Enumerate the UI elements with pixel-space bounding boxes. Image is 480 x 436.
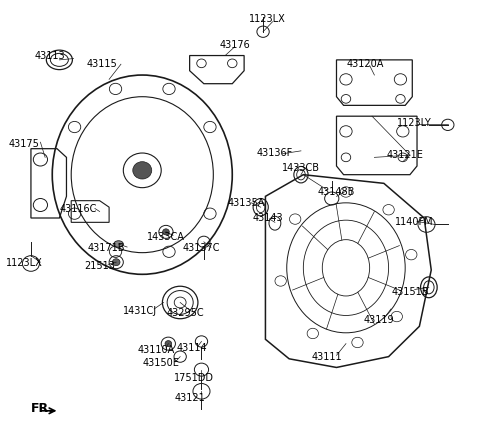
Circle shape xyxy=(163,229,169,235)
Text: 43295C: 43295C xyxy=(166,308,204,318)
Text: 43175: 43175 xyxy=(8,140,39,150)
Text: 1123LY: 1123LY xyxy=(397,118,432,128)
Circle shape xyxy=(133,162,152,179)
Text: 43171B: 43171B xyxy=(88,243,125,253)
Text: 43116C: 43116C xyxy=(60,204,97,215)
Text: 43121E: 43121E xyxy=(387,150,424,160)
Text: 43113: 43113 xyxy=(35,51,65,61)
Text: 43151B: 43151B xyxy=(391,286,429,296)
Text: 43135A: 43135A xyxy=(228,198,265,208)
Text: FR.: FR. xyxy=(31,402,54,415)
Text: 1123LX: 1123LX xyxy=(250,14,286,24)
Text: 43119: 43119 xyxy=(364,315,395,325)
Circle shape xyxy=(112,259,120,266)
Text: 21513: 21513 xyxy=(84,261,115,271)
Text: 1431CJ: 1431CJ xyxy=(123,306,157,316)
Text: 43137C: 43137C xyxy=(183,243,220,253)
Text: 43110A: 43110A xyxy=(138,345,175,355)
Text: 43115: 43115 xyxy=(86,59,118,69)
Text: 43143: 43143 xyxy=(252,213,283,223)
Text: 43176: 43176 xyxy=(219,40,250,50)
Text: 43120A: 43120A xyxy=(346,59,384,69)
Text: 1140FM: 1140FM xyxy=(396,217,434,227)
Text: 43148B: 43148B xyxy=(318,187,355,197)
Text: 43121: 43121 xyxy=(174,393,205,403)
Text: 1433CB: 1433CB xyxy=(282,163,320,173)
Text: 1433CA: 1433CA xyxy=(147,232,185,242)
Text: 43111: 43111 xyxy=(312,351,342,361)
Text: 43114: 43114 xyxy=(177,343,207,353)
Circle shape xyxy=(165,341,172,347)
Ellipse shape xyxy=(114,241,123,247)
Text: 1751DD: 1751DD xyxy=(174,373,215,383)
Text: 43150E: 43150E xyxy=(143,358,180,368)
Text: 1123LX: 1123LX xyxy=(5,259,42,269)
Text: 43136F: 43136F xyxy=(257,148,293,158)
